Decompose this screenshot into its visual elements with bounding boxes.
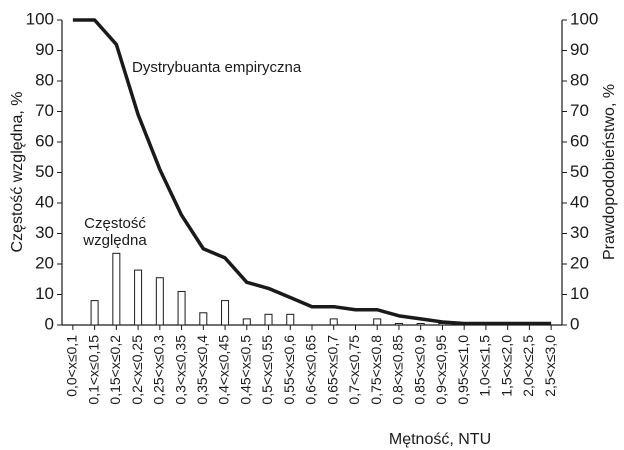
x-tick-label: 0,15<x≤0,2	[107, 335, 123, 405]
cdf-line	[72, 18, 552, 326]
bar	[242, 318, 251, 326]
y-tick-label: 40	[35, 192, 54, 211]
x-tick-label: 0,0<x≤0,1	[64, 335, 80, 397]
y2-tick-label: 60	[570, 131, 589, 150]
y2-tick-label: 0	[570, 314, 579, 333]
bar	[286, 313, 295, 326]
y-tick-label: 100	[26, 9, 54, 28]
x-tick-label: 0,1<x≤0,15	[85, 335, 101, 405]
bar	[394, 322, 403, 326]
y-tick-label: 90	[35, 40, 54, 59]
x-tick-label: 0,4<x≤0,45	[216, 335, 232, 405]
y2-tick-label: 10	[570, 284, 589, 303]
y2-tick-label: 50	[570, 162, 589, 181]
bar	[177, 290, 186, 326]
x-tick-label: 0,5<x≤0,55	[259, 335, 275, 405]
x-tick-label: 0,55<x≤0,6	[281, 335, 297, 405]
x-tick-label: 0,3<x≤0,35	[172, 335, 188, 405]
x-tick-label: 2,5<x≤3,0	[542, 335, 558, 397]
y-tick-label: 60	[35, 131, 54, 150]
x-axis-label: Mętność, NTU	[389, 431, 491, 448]
x-tick-label: 0,6<x≤0,65	[303, 335, 319, 405]
x-tick-label: 1,5<x≤2,0	[498, 335, 514, 397]
y-axis-label: Częstość względna, %	[9, 92, 26, 253]
y2-tick-label: 100	[570, 9, 598, 28]
y-tick-label: 50	[35, 162, 54, 181]
bar	[329, 318, 338, 326]
x-tick-label: 0,95<x≤1,0	[455, 335, 471, 405]
x-tick-label: 0,7<x≤0,75	[346, 335, 362, 405]
bar-annotation: Częstość	[84, 215, 146, 232]
x-tick-label: 0,35<x≤0,4	[194, 335, 210, 405]
y-tick-label: 30	[35, 223, 54, 242]
bar	[264, 313, 273, 326]
y-tick-label: 80	[35, 70, 54, 89]
bar-annotation: względna	[82, 232, 147, 249]
y2-tick-label: 70	[570, 101, 589, 120]
bar	[155, 277, 164, 326]
bar	[416, 322, 425, 326]
bar	[90, 300, 99, 326]
x-tick-label: 0,25<x≤0,3	[151, 335, 167, 405]
bar	[199, 312, 208, 326]
y2-tick-label: 30	[570, 223, 589, 242]
x-tick-label: 0,75<x≤0,8	[368, 335, 384, 405]
x-tick-label: 0,85<x≤0,9	[411, 335, 427, 405]
x-tick-label: 0,8<x≤0,85	[390, 335, 406, 405]
x-tick-label: 0,65<x≤0,7	[324, 335, 340, 405]
x-tick-label: 2,0<x≤2,5	[520, 335, 536, 397]
line-annotation: Dystrybuanta empiryczna	[132, 59, 302, 76]
x-tick-label: 0,2<x≤0,25	[129, 335, 145, 405]
bar	[134, 269, 143, 326]
y2-tick-label: 20	[570, 253, 589, 272]
y2-tick-label: 90	[570, 40, 589, 59]
x-tick-label: 0,45<x≤0,5	[237, 335, 253, 405]
y2-tick-label: 40	[570, 192, 589, 211]
bar	[112, 252, 121, 326]
y2-axis-label: Prawdopodobieństwo, %	[601, 84, 618, 260]
y-tick-label: 0	[45, 314, 54, 333]
bar	[221, 300, 230, 326]
x-tick-label: 1,0<x≤1,5	[477, 335, 493, 397]
y-tick-label: 10	[35, 284, 54, 303]
y-tick-label: 20	[35, 253, 54, 272]
bar	[373, 318, 382, 326]
y-tick-label: 70	[35, 101, 54, 120]
x-tick-label: 0,9<x≤0,95	[433, 335, 449, 405]
y2-tick-label: 80	[570, 70, 589, 89]
